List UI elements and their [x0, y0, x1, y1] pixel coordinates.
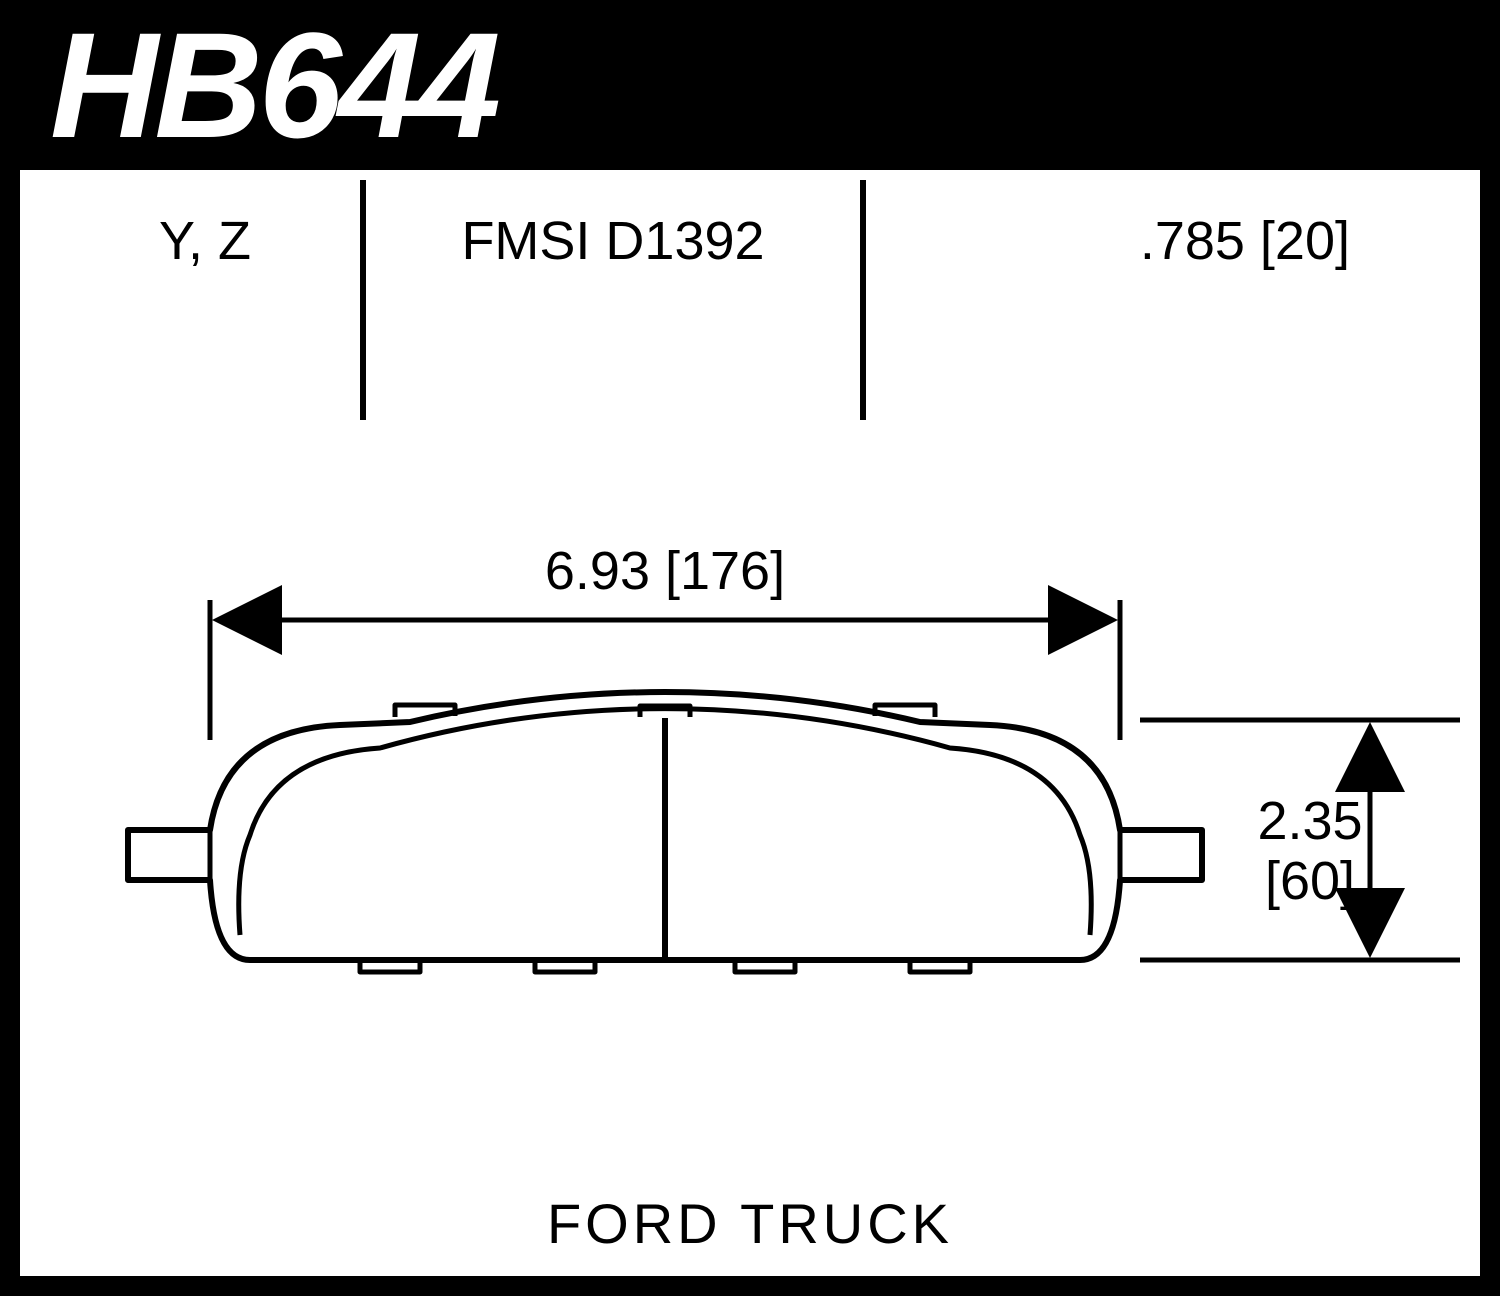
- part-number: HB644: [50, 0, 497, 172]
- fmsi-cell: FMSI D1392: [360, 180, 860, 420]
- width-dim-label: 6.93 [176]: [420, 540, 910, 602]
- info-row: Y, Z FMSI D1392 .785 [20]: [50, 180, 1450, 420]
- height-dim-line1: 2.35: [1210, 790, 1410, 852]
- codes-cell: Y, Z: [50, 180, 360, 420]
- header-bar: HB644: [0, 0, 1500, 170]
- thickness-cell: .785 [20]: [860, 180, 1450, 420]
- diagram-container: HB644 Y, Z FMSI D1392 .785 [20] 6.93 [17…: [0, 0, 1500, 1296]
- vehicle-label: FORD TRUCK: [0, 1191, 1500, 1256]
- height-dim-line2: [60]: [1210, 850, 1410, 912]
